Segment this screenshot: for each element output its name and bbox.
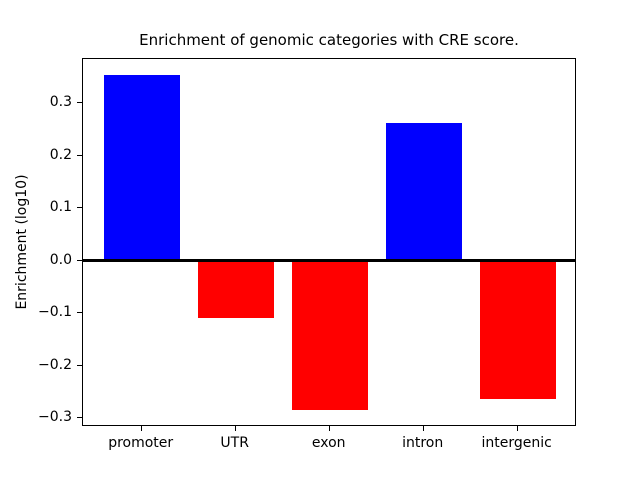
y-tick-mark xyxy=(77,364,82,366)
y-tick-label: −0.1 xyxy=(38,304,72,321)
x-tick-label-intron: intron xyxy=(402,435,444,451)
y-tick-label: −0.2 xyxy=(38,356,72,373)
y-tick-label: 0.1 xyxy=(49,199,72,216)
bar-intron xyxy=(385,123,462,261)
x-tick-label-intergenic: intergenic xyxy=(481,435,552,451)
y-tick-label: −0.3 xyxy=(38,409,72,426)
x-tick-mark xyxy=(516,426,518,431)
x-tick-mark xyxy=(234,426,236,431)
y-tick-mark xyxy=(77,207,82,209)
bar-intergenic xyxy=(479,260,556,399)
x-tick-mark xyxy=(328,426,330,431)
chart-title: Enrichment of genomic categories with CR… xyxy=(139,31,519,49)
y-tick-mark xyxy=(77,417,82,419)
bar-promoter xyxy=(103,74,180,261)
y-tick-mark xyxy=(77,154,82,156)
y-tick-mark xyxy=(77,312,82,314)
y-tick-mark xyxy=(77,259,82,261)
x-tick-mark xyxy=(140,426,142,431)
bar-UTR xyxy=(197,260,274,319)
y-tick-mark xyxy=(77,102,82,104)
plot-area xyxy=(82,58,576,426)
x-tick-label-UTR: UTR xyxy=(220,435,249,451)
y-tick-label: 0.2 xyxy=(49,146,72,163)
x-tick-mark xyxy=(422,426,424,431)
bar-exon xyxy=(291,260,368,411)
x-tick-label-promoter: promoter xyxy=(108,435,174,451)
x-tick-label-exon: exon xyxy=(311,435,346,451)
y-tick-label: 0.3 xyxy=(49,94,72,111)
zero-baseline xyxy=(83,259,575,263)
y-tick-label: 0.0 xyxy=(49,251,72,268)
